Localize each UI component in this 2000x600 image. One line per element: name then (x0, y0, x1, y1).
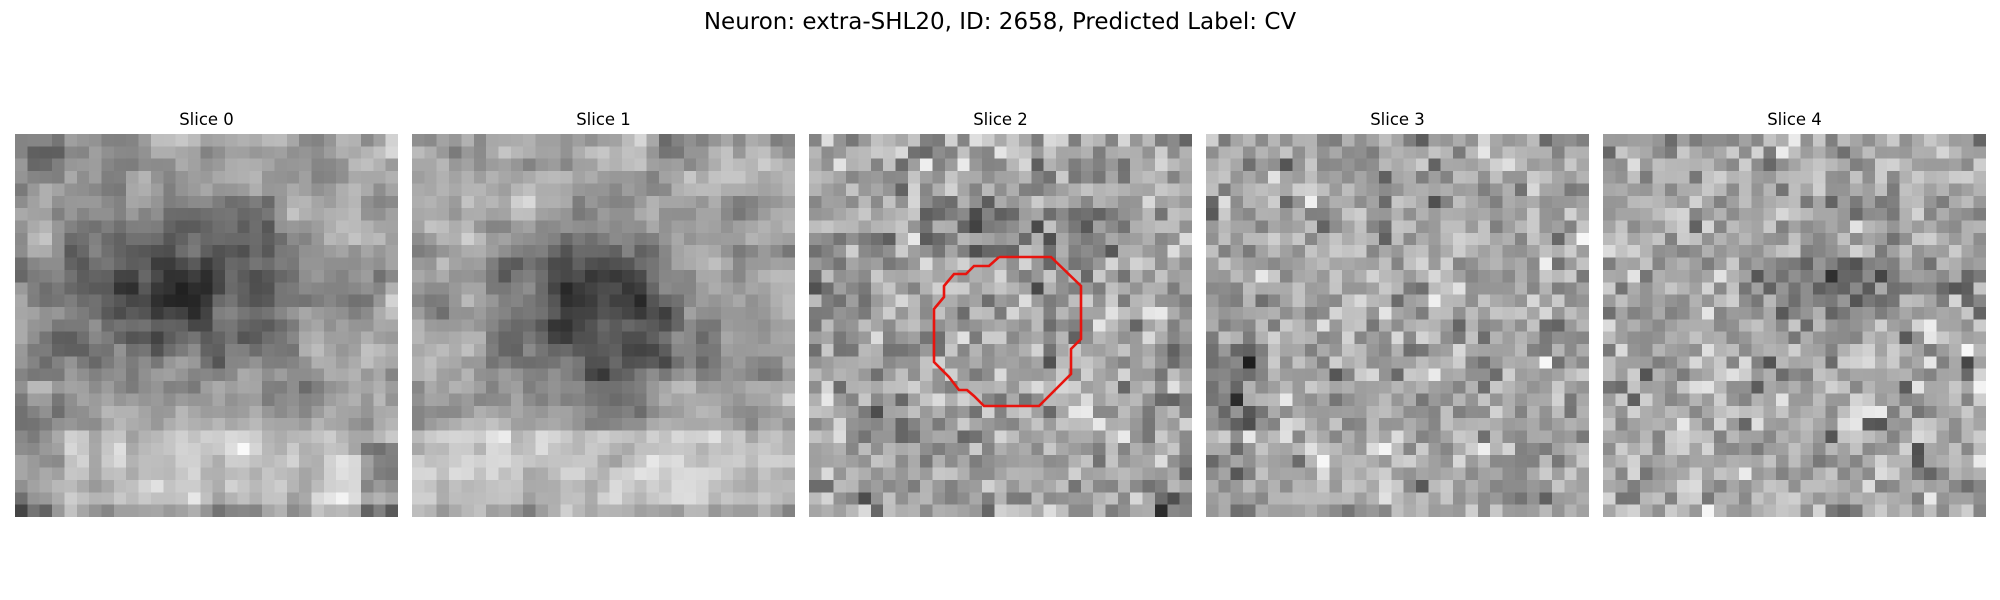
slice-1-image (412, 134, 795, 517)
slice-4-canvas (1603, 134, 1986, 517)
slice-3-canvas (1206, 134, 1589, 517)
slice-0-image (15, 134, 398, 517)
slice-0-canvas (15, 134, 398, 517)
slice-3-image (1206, 134, 1589, 517)
slice-2-title: Slice 2 (973, 110, 1028, 129)
slice-4-image (1603, 134, 1986, 517)
slice-3-title: Slice 3 (1370, 110, 1425, 129)
roi-contour (932, 255, 1083, 408)
slice-1-title: Slice 1 (576, 110, 631, 129)
slice-2-image (809, 134, 1192, 517)
slice-0-title: Slice 0 (179, 110, 234, 129)
slice-4-title: Slice 4 (1767, 110, 1822, 129)
slice-1-canvas (412, 134, 795, 517)
slice-2-canvas (809, 134, 1192, 517)
roi-contour-overlay (932, 255, 1083, 408)
figure-title: Neuron: extra-SHL20, ID: 2658, Predicted… (703, 9, 1297, 35)
